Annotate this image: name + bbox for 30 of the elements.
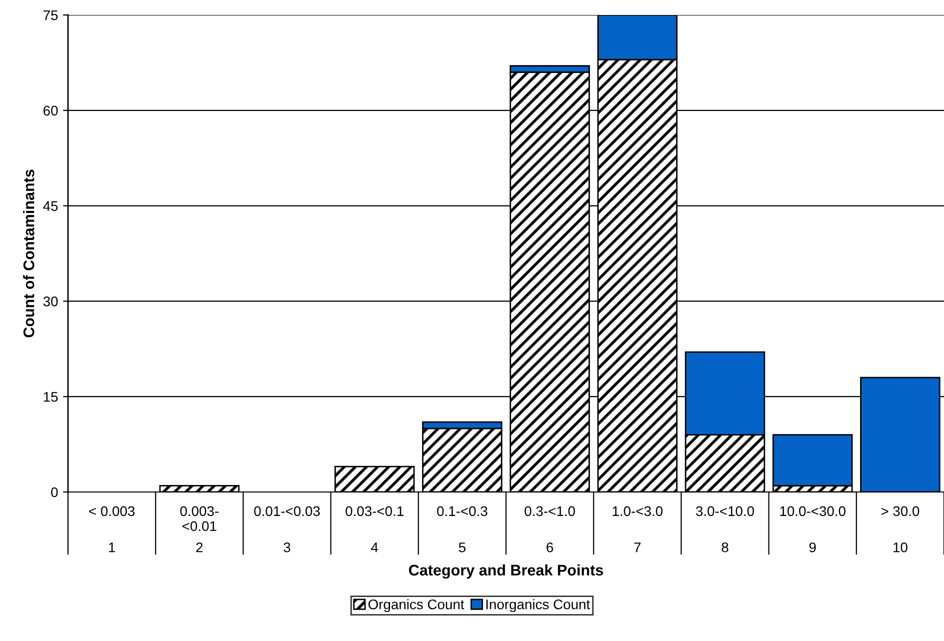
text: 10 <box>894 542 908 552</box>
x-tick-label: 0.003- <0.01 <box>180 506 218 532</box>
x-tick-label: > 30.0 <box>881 506 920 516</box>
x-tick-label: 0.1-<0.3 <box>437 506 488 516</box>
x-tick-label: 0.03-<0.1 <box>346 506 404 516</box>
x-tick-label: 3.0-<10.0 <box>696 506 754 516</box>
legend-label: Organics Count <box>368 599 464 612</box>
x-axis-title: Category and Break Points <box>409 564 604 579</box>
text: 1 <box>108 542 115 552</box>
y-tick-label: 15 <box>44 392 58 402</box>
legend-label: Inorganics Count <box>486 599 590 612</box>
y-tick-label: 60 <box>44 106 58 116</box>
x-tick-label: < 0.003 <box>89 506 135 516</box>
text: 2 <box>196 542 203 552</box>
text: 9 <box>809 542 816 552</box>
x-tick-label: 10.0-<30.0 <box>780 506 846 516</box>
y-tick-label: 75 <box>44 10 58 20</box>
text: 8 <box>722 542 728 552</box>
x-tick-label: 1.0-<3.0 <box>612 506 663 516</box>
text: 6 <box>546 542 554 552</box>
x-tick-label: 0.01-<0.03 <box>254 506 320 516</box>
text: 7 <box>634 542 641 552</box>
y-tick-label: 45 <box>43 201 58 211</box>
text: 4 <box>371 542 378 552</box>
text: 5 <box>458 542 466 552</box>
y-tick-label: 0 <box>51 487 58 498</box>
y-tick-label: 30 <box>43 296 58 306</box>
text: 3 <box>284 542 290 552</box>
y-axis-title: Count of Contaminants <box>23 170 34 338</box>
x-tick-label: 0.3-<1.0 <box>524 506 575 516</box>
